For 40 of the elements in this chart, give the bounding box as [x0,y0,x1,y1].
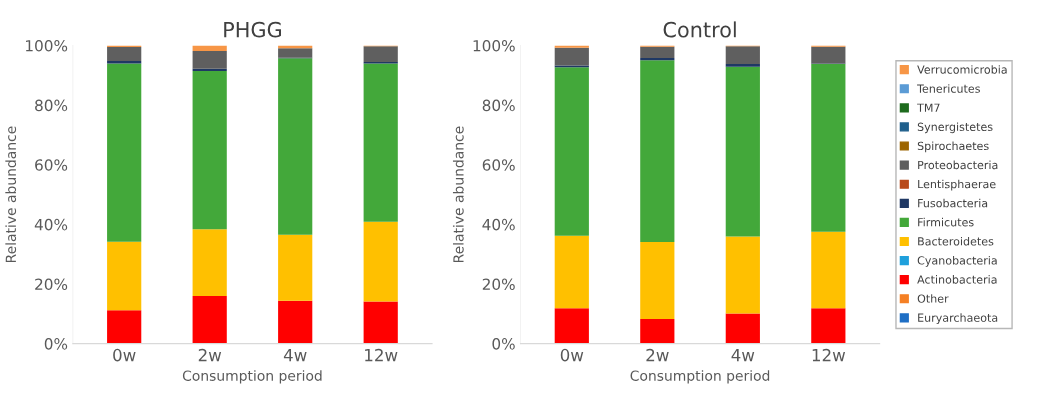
y-tick-label: 100% [473,40,515,52]
x-tick-label: 4w [283,348,307,362]
legend-label: Verrucomicrobia [917,65,1007,74]
y-tick-label: 60% [35,159,68,171]
y-tick-label: 40% [482,218,515,231]
x-axis-title: Consumption period [630,370,770,384]
legend-label: Actinobacteria [917,275,997,284]
x-tick-label: 2w [198,348,222,362]
y-axis-title: Relative abundance [452,126,464,263]
chart-title: Control [663,21,736,38]
y-tick-label: 80% [482,99,515,112]
x-tick-label: 4w [731,348,755,362]
legend-label: Lentisphaerae [918,179,996,191]
y-tick-label: 60% [482,159,515,171]
legend-label: Synergistetes [917,122,993,134]
x-tick-label: 0w [560,348,584,362]
y-tick-label: 40% [34,218,68,231]
legend-label: Euryarchaeota [918,313,998,325]
x-tick-label: 12w [365,348,398,362]
y-tick-label: 0% [492,338,515,350]
legend-label: Spirochaetes [917,141,989,153]
legend-label: Tenericutes [917,84,980,93]
legend-label: Proteobacteria [918,160,998,170]
x-tick-label: 0w [113,348,136,362]
legend-label: Cyanobacteria [917,256,997,267]
legend-label: Bacteroidetes [918,236,994,246]
legend-label: Other [917,294,949,303]
y-tick-label: 20% [482,278,515,291]
x-axis-title: Consumption period [182,370,322,384]
legend-label: TM7 [917,103,940,112]
legend-label: Firmicutes [918,217,974,227]
y-tick-label: 80% [35,99,68,112]
y-tick-label: 20% [35,278,68,291]
y-tick-label: 100% [26,40,68,52]
y-tick-label: 0% [44,338,68,350]
y-axis-title: Relative abundance [5,126,17,263]
legend-label: Fusobacteria [918,198,988,208]
x-tick-label: 2w [646,348,669,362]
x-tick-label: 12w [812,348,846,362]
chart-title: PHGG [224,21,281,38]
